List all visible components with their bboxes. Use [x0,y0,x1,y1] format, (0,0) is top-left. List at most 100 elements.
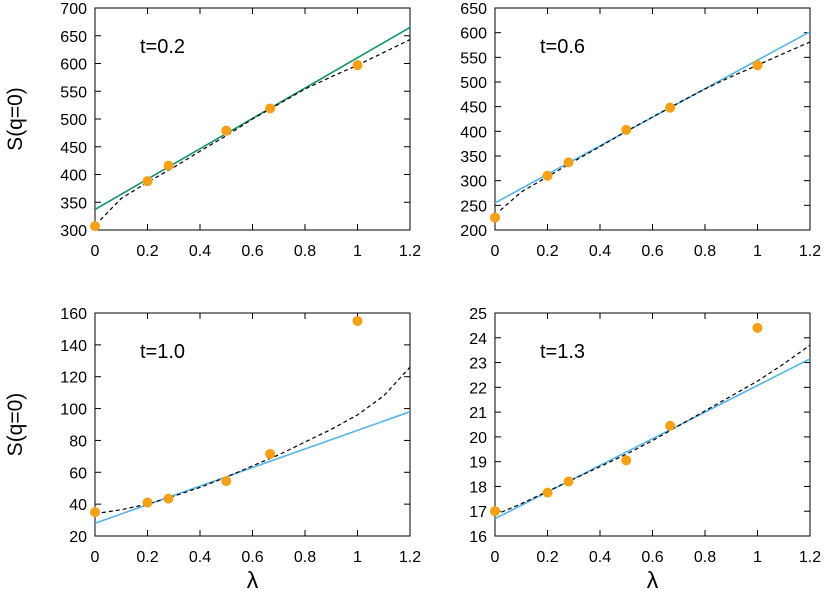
x-tick-label: 0 [91,243,100,260]
x-tick-label: 0.2 [136,243,158,260]
data-point [490,506,500,517]
data-point [490,212,500,223]
chart-panel-3: 0 0.2 0.4 0.6 0.8 1 1.2 20 40 60 80 100 120 140 160 t=1… [4,306,421,591]
y-tick-label: 40 [69,497,87,514]
x-tick-label: 0.8 [694,549,716,566]
y-tick-label: 160 [60,306,87,323]
y-tick-label: 500 [60,112,87,129]
x-tick-label: 1.2 [799,243,821,260]
y-tick-label: 20 [69,529,87,546]
x-tick-label: 0.4 [189,243,211,260]
data-point [621,124,632,135]
y-tick-label: 650 [460,1,487,18]
x-tick-label: 0.2 [136,549,158,566]
x-axis-label: λ [247,567,259,591]
data-point [621,455,632,466]
x-tick-label: 0.2 [536,549,558,566]
x-tick-label: 0.8 [294,243,316,260]
x-tick-label: 0 [491,549,500,566]
y-tick-label: 550 [460,50,487,67]
chart-panel-1: 0 0.2 0.4 0.6 0.8 1 1.2 300 350 400 450 500 550 600 65… [4,1,421,260]
y-tick-label: 24 [469,331,487,348]
x-tick-label: 1 [353,549,362,566]
y-tick-label: 700 [60,1,87,18]
data-point [563,476,574,487]
y-tick-label: 120 [60,370,87,387]
y-tick-label: 23 [469,356,487,373]
y-tick-label: 600 [460,26,487,43]
y-tick-label: 500 [460,75,487,92]
x-tick-label: 1.2 [399,243,421,260]
y-tick-label: 450 [460,100,487,117]
data-point [542,170,553,181]
y-tick-label: 650 [60,29,87,46]
data-point [265,448,276,459]
data-point [563,157,574,168]
y-tick-label: 550 [60,84,87,101]
y-tick-label: 20 [469,430,487,447]
dashed-fit-line [99,39,410,221]
y-tick-label: 17 [469,504,487,521]
y-axis-label: S(q=0) [4,87,27,151]
dashed-fit-line [495,344,810,516]
y-tick-label: 200 [460,223,487,240]
data-point [752,60,763,71]
y-tick-label: 300 [60,223,87,240]
y-tick-label: 16 [469,529,487,546]
data-point [352,315,363,326]
y-tick-label: 100 [60,402,87,419]
x-tick-label: 0.6 [241,549,263,566]
x-tick-label: 0 [491,243,500,260]
y-tick-label: 400 [60,168,87,185]
x-tick-label: 1 [753,549,762,566]
x-tick-label: 0.8 [294,549,316,566]
y-axis-label: S(q=0) [4,393,27,457]
dashed-fit-line [499,41,810,211]
y-tick-label: 60 [69,465,87,482]
dashed-fit-line [95,366,410,515]
data-point [665,102,676,113]
data-point [163,160,174,171]
solid-fit-line [495,358,810,520]
data-point [542,487,553,498]
y-tick-label: 19 [469,455,487,472]
x-tick-label: 0.8 [694,243,716,260]
x-tick-label: 0.4 [189,549,211,566]
y-tick-label: 350 [460,149,487,166]
x-tick-label: 1.2 [399,549,421,566]
y-tick-label: 600 [60,57,87,74]
data-point [665,420,676,431]
y-tick-label: 80 [69,433,87,450]
x-tick-label: 0.6 [641,549,663,566]
x-tick-label: 0.2 [536,243,558,260]
y-tick-label: 250 [460,198,487,215]
data-point [265,103,276,114]
y-tick-label: 300 [460,174,487,191]
data-point [163,493,174,504]
data-point [90,507,100,518]
y-tick-label: 450 [60,140,87,157]
data-point [752,322,763,333]
y-tick-label: 140 [60,338,87,355]
panel-label: t=1.3 [540,341,585,363]
x-tick-label: 0.6 [241,243,263,260]
x-axis-label: λ [647,567,659,591]
panel-label: t=0.2 [140,36,185,58]
y-tick-label: 18 [469,479,487,496]
data-point [221,125,232,136]
x-tick-label: 0.4 [589,549,611,566]
y-tick-label: 25 [469,306,487,323]
y-tick-label: 400 [460,124,487,141]
solid-fit-line [95,411,410,525]
data-point [352,60,363,71]
panel-label: t=1.0 [140,341,185,363]
data-point [90,221,100,232]
chart-panel-2: 0 0.2 0.4 0.6 0.8 1 1.2 200 250 300 350 400 450 500 55… [460,1,821,260]
x-tick-label: 0.4 [589,243,611,260]
x-tick-label: 1 [353,243,362,260]
y-tick-label: 21 [469,405,487,422]
x-tick-label: 0 [91,549,100,566]
panel-label: t=0.6 [540,36,585,58]
y-tick-label: 22 [469,380,487,397]
